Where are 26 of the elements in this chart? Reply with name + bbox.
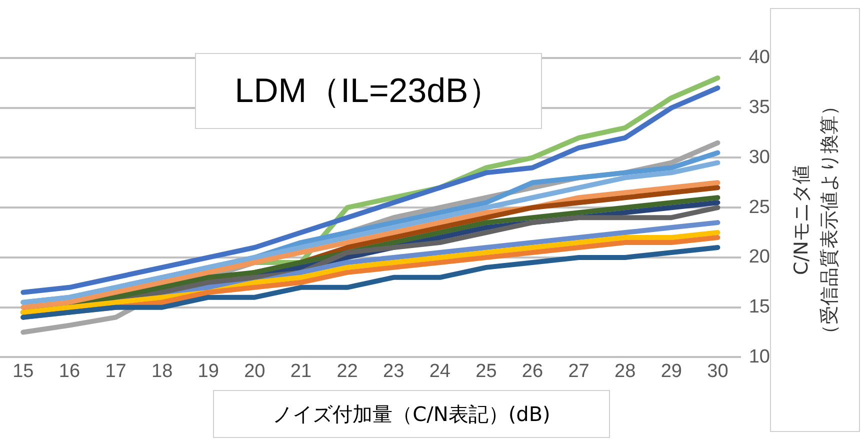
y-axis-title: C/Nモニタ値（受信品質表示値より換算） — [789, 96, 841, 344]
x-axis-title: ノイズ付加量（C/N表記）(dB) — [213, 390, 610, 438]
y-tick-label: 10 — [748, 346, 770, 368]
chart-title: LDM（IL=23dB） — [195, 53, 542, 129]
y-tick-label: 35 — [748, 97, 770, 118]
x-tick-label: 21 — [290, 360, 312, 382]
y-tick-label: 40 — [748, 47, 770, 68]
y-tick-label: 30 — [748, 146, 770, 168]
x-tick-label: 26 — [522, 360, 544, 382]
x-tick-label: 15 — [12, 360, 34, 382]
x-tick-label: 23 — [383, 360, 404, 382]
y-tick-label: 20 — [748, 246, 770, 268]
x-tick-label: 18 — [151, 360, 173, 382]
y-tick-label: 15 — [748, 296, 770, 318]
x-tick-label: 19 — [198, 360, 219, 382]
x-tick-label: 27 — [568, 360, 590, 382]
x-tick-label: 22 — [336, 360, 358, 382]
x-tick-label: 16 — [58, 360, 80, 382]
x-tick-label: 28 — [614, 360, 636, 382]
y-tick-label: 25 — [748, 196, 770, 218]
x-tick-label: 17 — [105, 360, 126, 382]
x-tick-label: 24 — [429, 360, 451, 382]
x-tick-label: 30 — [707, 360, 728, 382]
x-tick-label: 20 — [244, 360, 266, 382]
x-tick-label: 25 — [476, 360, 497, 382]
x-tick-label: 29 — [660, 360, 682, 382]
